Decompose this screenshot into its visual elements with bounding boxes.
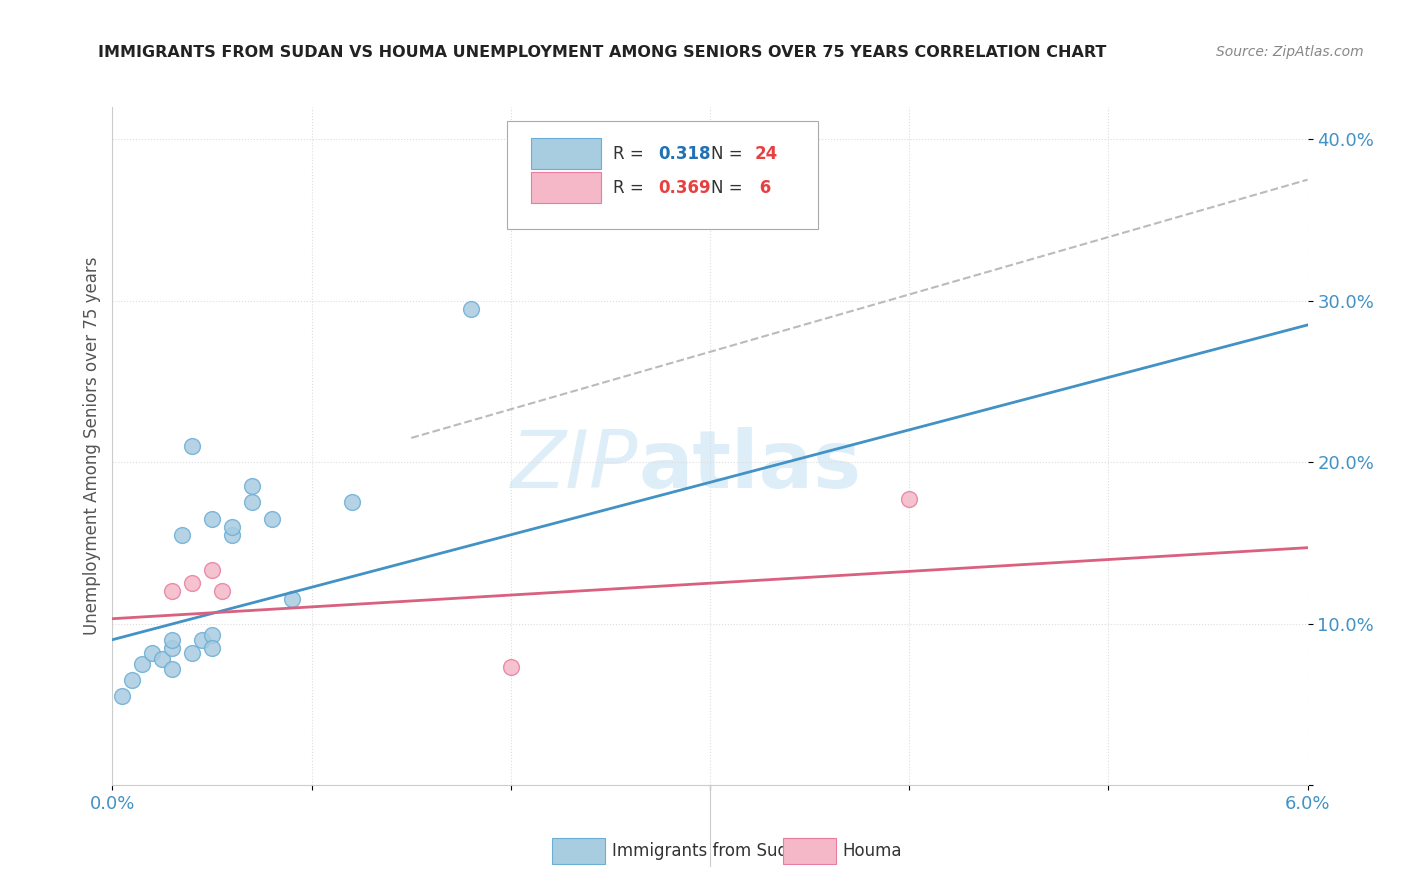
Text: N =: N = [711, 145, 748, 163]
Point [191, 632, 214, 647]
Point [221, 519, 243, 533]
Point [240, 479, 263, 493]
FancyBboxPatch shape [508, 120, 818, 229]
Point [460, 301, 482, 316]
Point [121, 673, 143, 687]
Point [150, 652, 173, 666]
Point [499, 660, 522, 674]
Point [540, 213, 562, 227]
Text: 0.369: 0.369 [658, 178, 711, 197]
Point [340, 495, 363, 509]
Point [181, 439, 204, 453]
Text: IMMIGRANTS FROM SUDAN VS HOUMA UNEMPLOYMENT AMONG SENIORS OVER 75 YEARS CORRELAT: IMMIGRANTS FROM SUDAN VS HOUMA UNEMPLOYM… [98, 45, 1107, 60]
Point [211, 584, 233, 599]
Point [201, 563, 224, 577]
Point [260, 511, 283, 525]
Point [201, 640, 224, 655]
Text: N =: N = [711, 178, 748, 197]
Point [162, 640, 183, 655]
Text: Immigrants from Sudan: Immigrants from Sudan [612, 842, 808, 861]
Point [281, 592, 304, 607]
Point [181, 576, 204, 591]
Point [201, 511, 224, 525]
Text: 0.318: 0.318 [658, 145, 711, 163]
Point [201, 628, 224, 642]
FancyBboxPatch shape [531, 138, 602, 169]
Point [131, 657, 153, 671]
FancyBboxPatch shape [783, 838, 835, 864]
Point [240, 495, 263, 509]
Text: Source: ZipAtlas.com: Source: ZipAtlas.com [1216, 45, 1364, 59]
Text: 24: 24 [754, 145, 778, 163]
Point [172, 528, 194, 542]
FancyBboxPatch shape [553, 838, 605, 864]
Text: Houma: Houma [842, 842, 903, 861]
Point [141, 646, 163, 660]
Point [898, 492, 921, 507]
FancyBboxPatch shape [531, 172, 602, 203]
Text: R =: R = [613, 178, 650, 197]
Point [221, 528, 243, 542]
Text: ZIP: ZIP [510, 427, 638, 506]
Point [162, 632, 183, 647]
Point [162, 584, 183, 599]
Text: R =: R = [613, 145, 650, 163]
Point [111, 689, 134, 703]
Y-axis label: Unemployment Among Seniors over 75 years: Unemployment Among Seniors over 75 years [83, 257, 101, 635]
Point [162, 662, 183, 676]
Text: atlas: atlas [638, 427, 862, 506]
Point [181, 646, 204, 660]
Text: 6: 6 [754, 178, 772, 197]
